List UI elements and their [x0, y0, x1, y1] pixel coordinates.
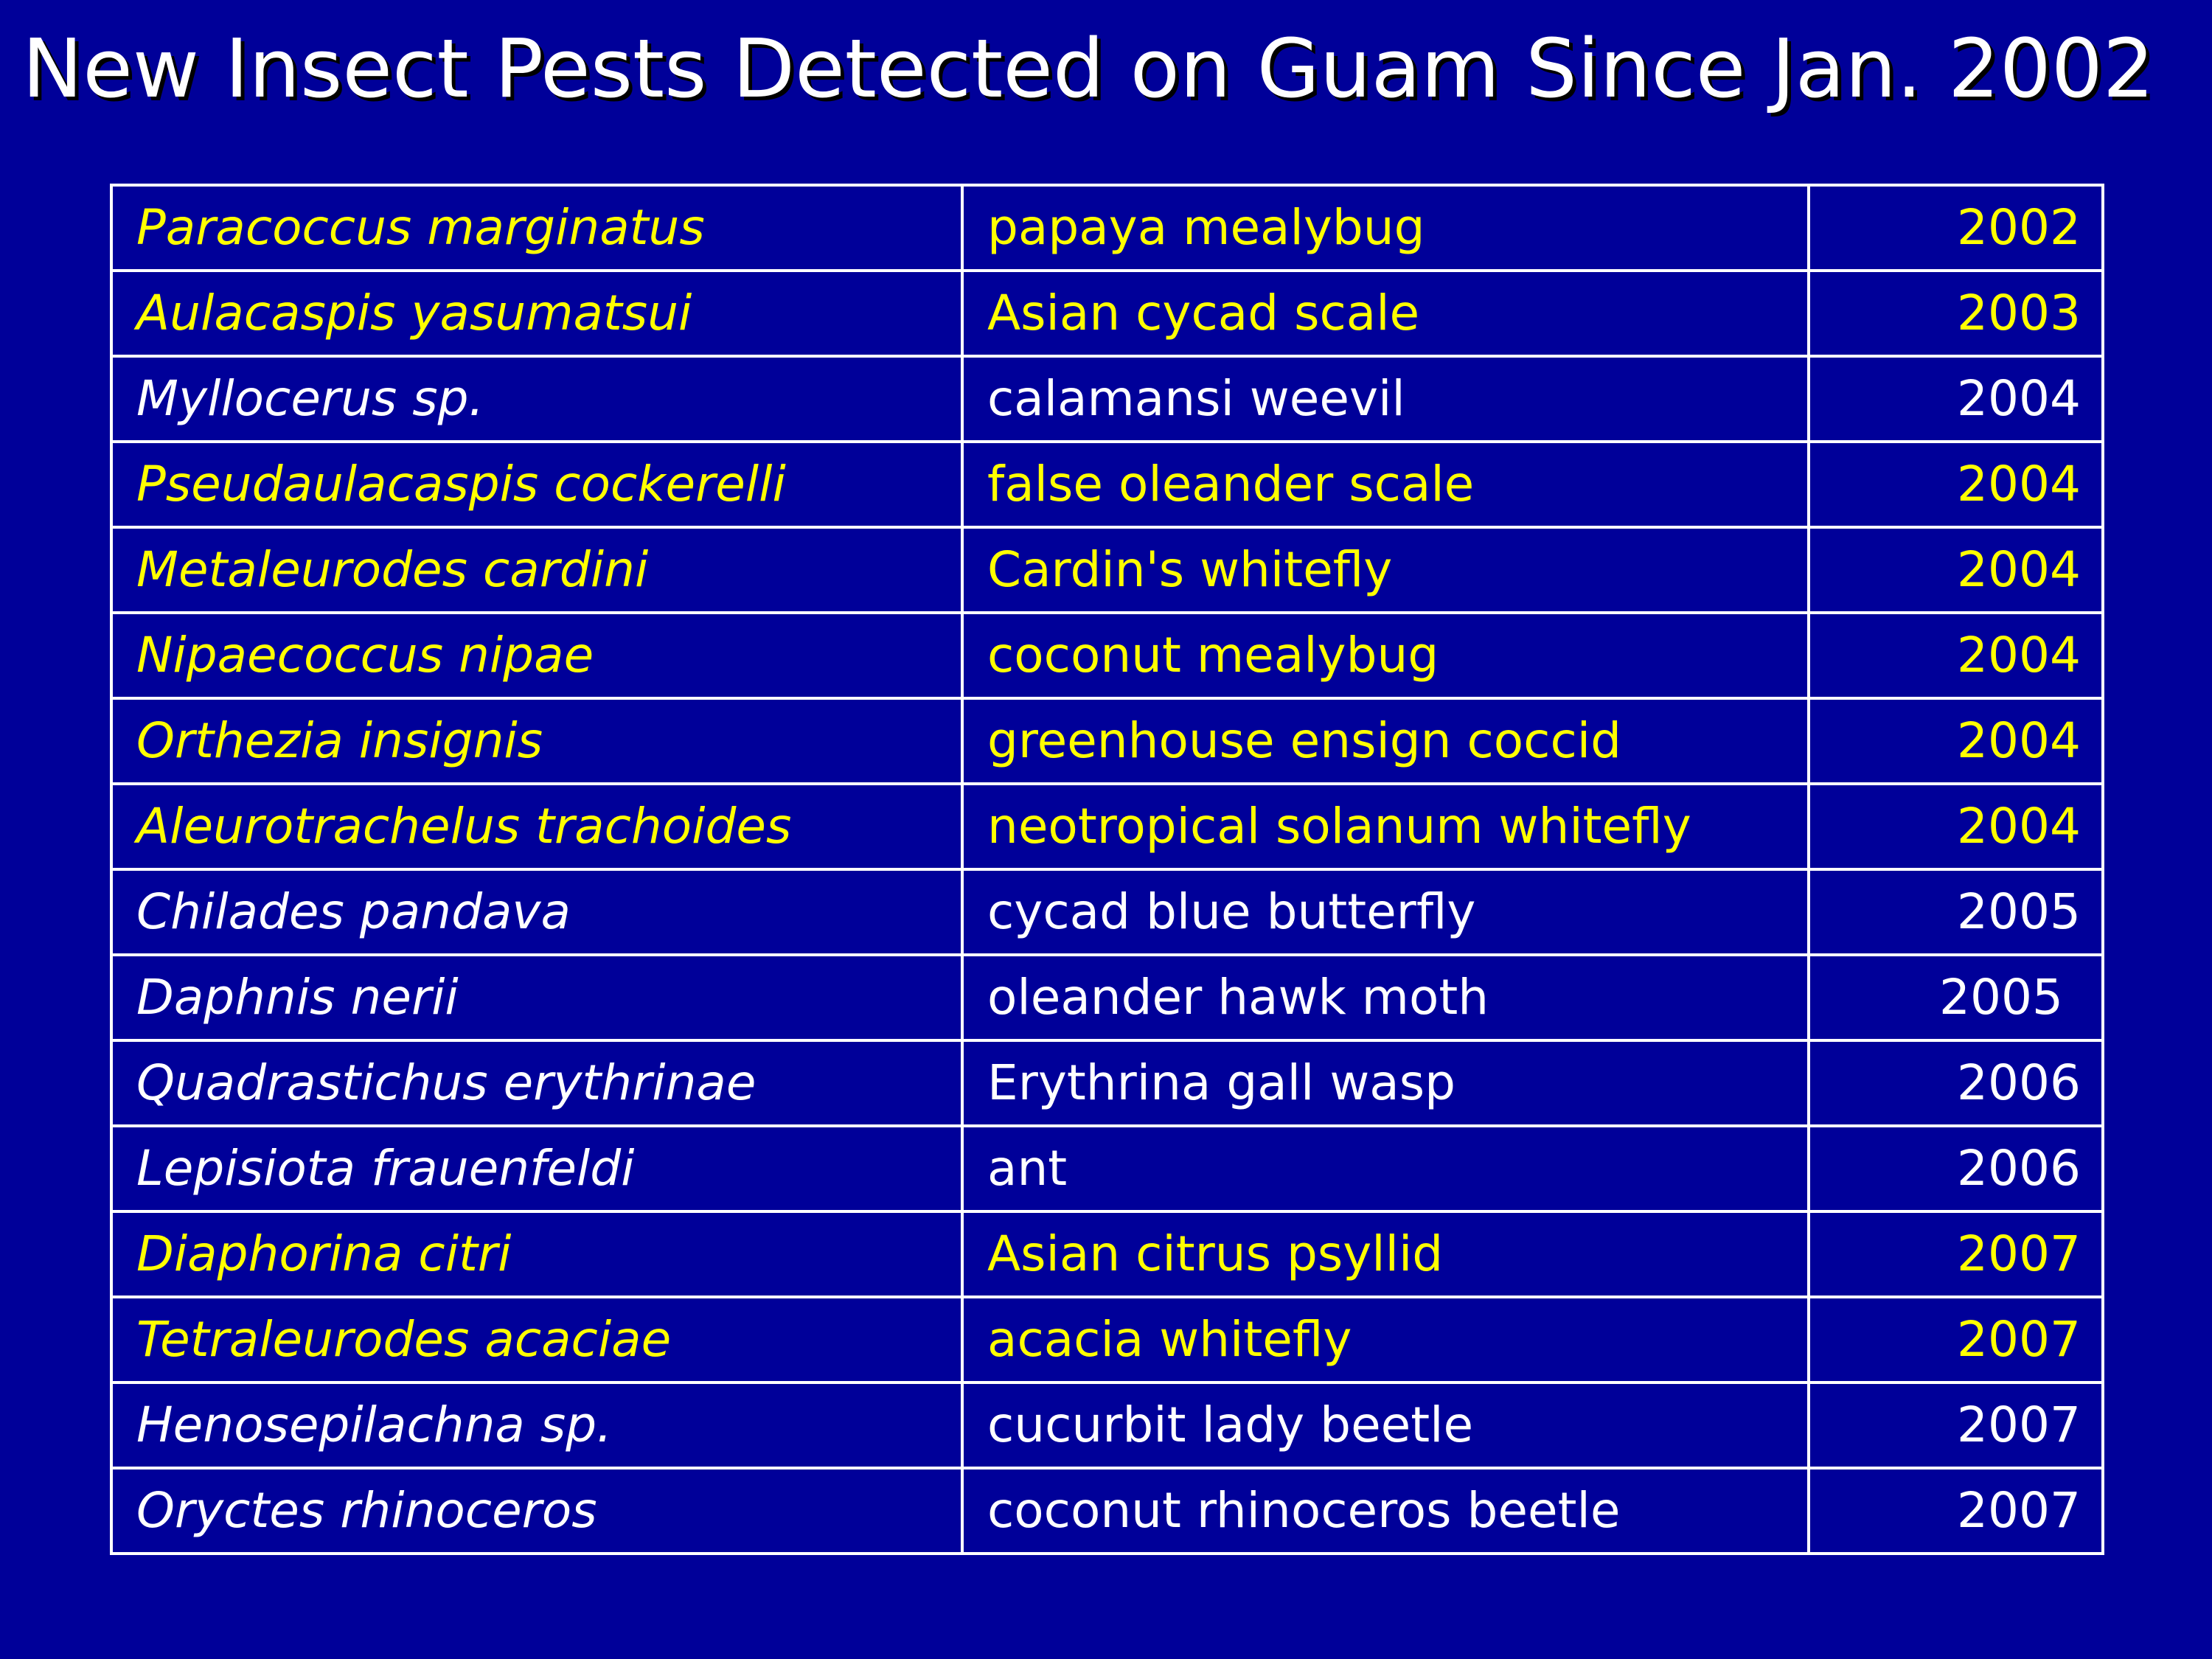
year-cell: 2005 — [1807, 953, 2104, 1042]
scientific-name-cell: Nipaecoccus nipae — [110, 611, 964, 700]
scientific-name-cell: Aleurotrachelus trachoides — [110, 782, 964, 871]
year-cell: 2004 — [1807, 355, 2104, 443]
table-row: Pseudaulacaspis cockerelli false oleande… — [110, 440, 2104, 529]
common-name-cell: neotropical solanum whitefly — [961, 782, 1810, 871]
year-cell: 2004 — [1807, 697, 2104, 785]
year-cell: 2004 — [1807, 782, 2104, 871]
year-cell: 2005 — [1807, 868, 2104, 956]
common-name-cell: Asian cycad scale — [961, 269, 1810, 358]
year-cell: 2004 — [1807, 526, 2104, 614]
scientific-name-cell: Aulacaspis yasumatsui — [110, 269, 964, 358]
scientific-name-cell: Oryctes rhinoceros — [110, 1467, 964, 1555]
year-cell: 2006 — [1807, 1124, 2104, 1213]
common-name-cell: acacia whitefly — [961, 1295, 1810, 1384]
year-cell: 2004 — [1807, 611, 2104, 700]
table-row: Quadrastichus erythrinae Erythrina gall … — [110, 1039, 2104, 1127]
year-cell: 2003 — [1807, 269, 2104, 358]
scientific-name-cell: Metaleurodes cardini — [110, 526, 964, 614]
year-cell: 2007 — [1807, 1295, 2104, 1384]
scientific-name-cell: Myllocerus sp. — [110, 355, 964, 443]
common-name-cell: Erythrina gall wasp — [961, 1039, 1810, 1127]
table-row: Metaleurodes cardini Cardin's whitefly 2… — [110, 526, 2104, 614]
scientific-name-cell: Lepisiota frauenfeldi — [110, 1124, 964, 1213]
common-name-cell: coconut rhinoceros beetle — [961, 1467, 1810, 1555]
common-name-cell: papaya mealybug — [961, 184, 1810, 272]
scientific-name-cell: Pseudaulacaspis cockerelli — [110, 440, 964, 529]
common-name-cell: coconut mealybug — [961, 611, 1810, 700]
table-row: Diaphorina citri Asian citrus psyllid 20… — [110, 1210, 2104, 1298]
common-name-cell: greenhouse ensign coccid — [961, 697, 1810, 785]
table-row: Myllocerus sp. calamansi weevil 2004 — [110, 355, 2104, 443]
common-name-cell: ant — [961, 1124, 1810, 1213]
pest-table: Paracoccus marginatus papaya mealybug 20… — [110, 184, 2104, 1555]
table-row: Oryctes rhinoceros coconut rhinoceros be… — [110, 1467, 2104, 1555]
table-row: Paracoccus marginatus papaya mealybug 20… — [110, 184, 2104, 272]
table-row: Tetraleurodes acaciae acacia whitefly 20… — [110, 1295, 2104, 1384]
table-row: Lepisiota frauenfeldi ant 2006 — [110, 1124, 2104, 1213]
table-row: Aulacaspis yasumatsui Asian cycad scale … — [110, 269, 2104, 358]
common-name-cell: false oleander scale — [961, 440, 1810, 529]
table-row: Henosepilachna sp. cucurbit lady beetle … — [110, 1381, 2104, 1470]
table-row: Orthezia insignis greenhouse ensign cocc… — [110, 697, 2104, 785]
table-row: Nipaecoccus nipae coconut mealybug 2004 — [110, 611, 2104, 700]
common-name-cell: Asian citrus psyllid — [961, 1210, 1810, 1298]
year-cell: 2007 — [1807, 1210, 2104, 1298]
scientific-name-cell: Henosepilachna sp. — [110, 1381, 964, 1470]
year-cell: 2007 — [1807, 1467, 2104, 1555]
scientific-name-cell: Tetraleurodes acaciae — [110, 1295, 964, 1384]
year-cell: 2002 — [1807, 184, 2104, 272]
scientific-name-cell: Quadrastichus erythrinae — [110, 1039, 964, 1127]
year-cell: 2007 — [1807, 1381, 2104, 1470]
slide-title: New Insect Pests Detected on Guam Since … — [22, 21, 2154, 116]
table-row: Aleurotrachelus trachoides neotropical s… — [110, 782, 2104, 871]
common-name-cell: cucurbit lady beetle — [961, 1381, 1810, 1470]
scientific-name-cell: Diaphorina citri — [110, 1210, 964, 1298]
common-name-cell: calamansi weevil — [961, 355, 1810, 443]
common-name-cell: oleander hawk moth — [961, 953, 1810, 1042]
common-name-cell: Cardin's whitefly — [961, 526, 1810, 614]
table-row: Chilades pandava cycad blue butterfly 20… — [110, 868, 2104, 956]
scientific-name-cell: Orthezia insignis — [110, 697, 964, 785]
common-name-cell: cycad blue butterfly — [961, 868, 1810, 956]
table-row: Daphnis nerii oleander hawk moth 2005 — [110, 953, 2104, 1042]
scientific-name-cell: Chilades pandava — [110, 868, 964, 956]
scientific-name-cell: Daphnis nerii — [110, 953, 964, 1042]
year-cell: 2004 — [1807, 440, 2104, 529]
scientific-name-cell: Paracoccus marginatus — [110, 184, 964, 272]
year-cell: 2006 — [1807, 1039, 2104, 1127]
